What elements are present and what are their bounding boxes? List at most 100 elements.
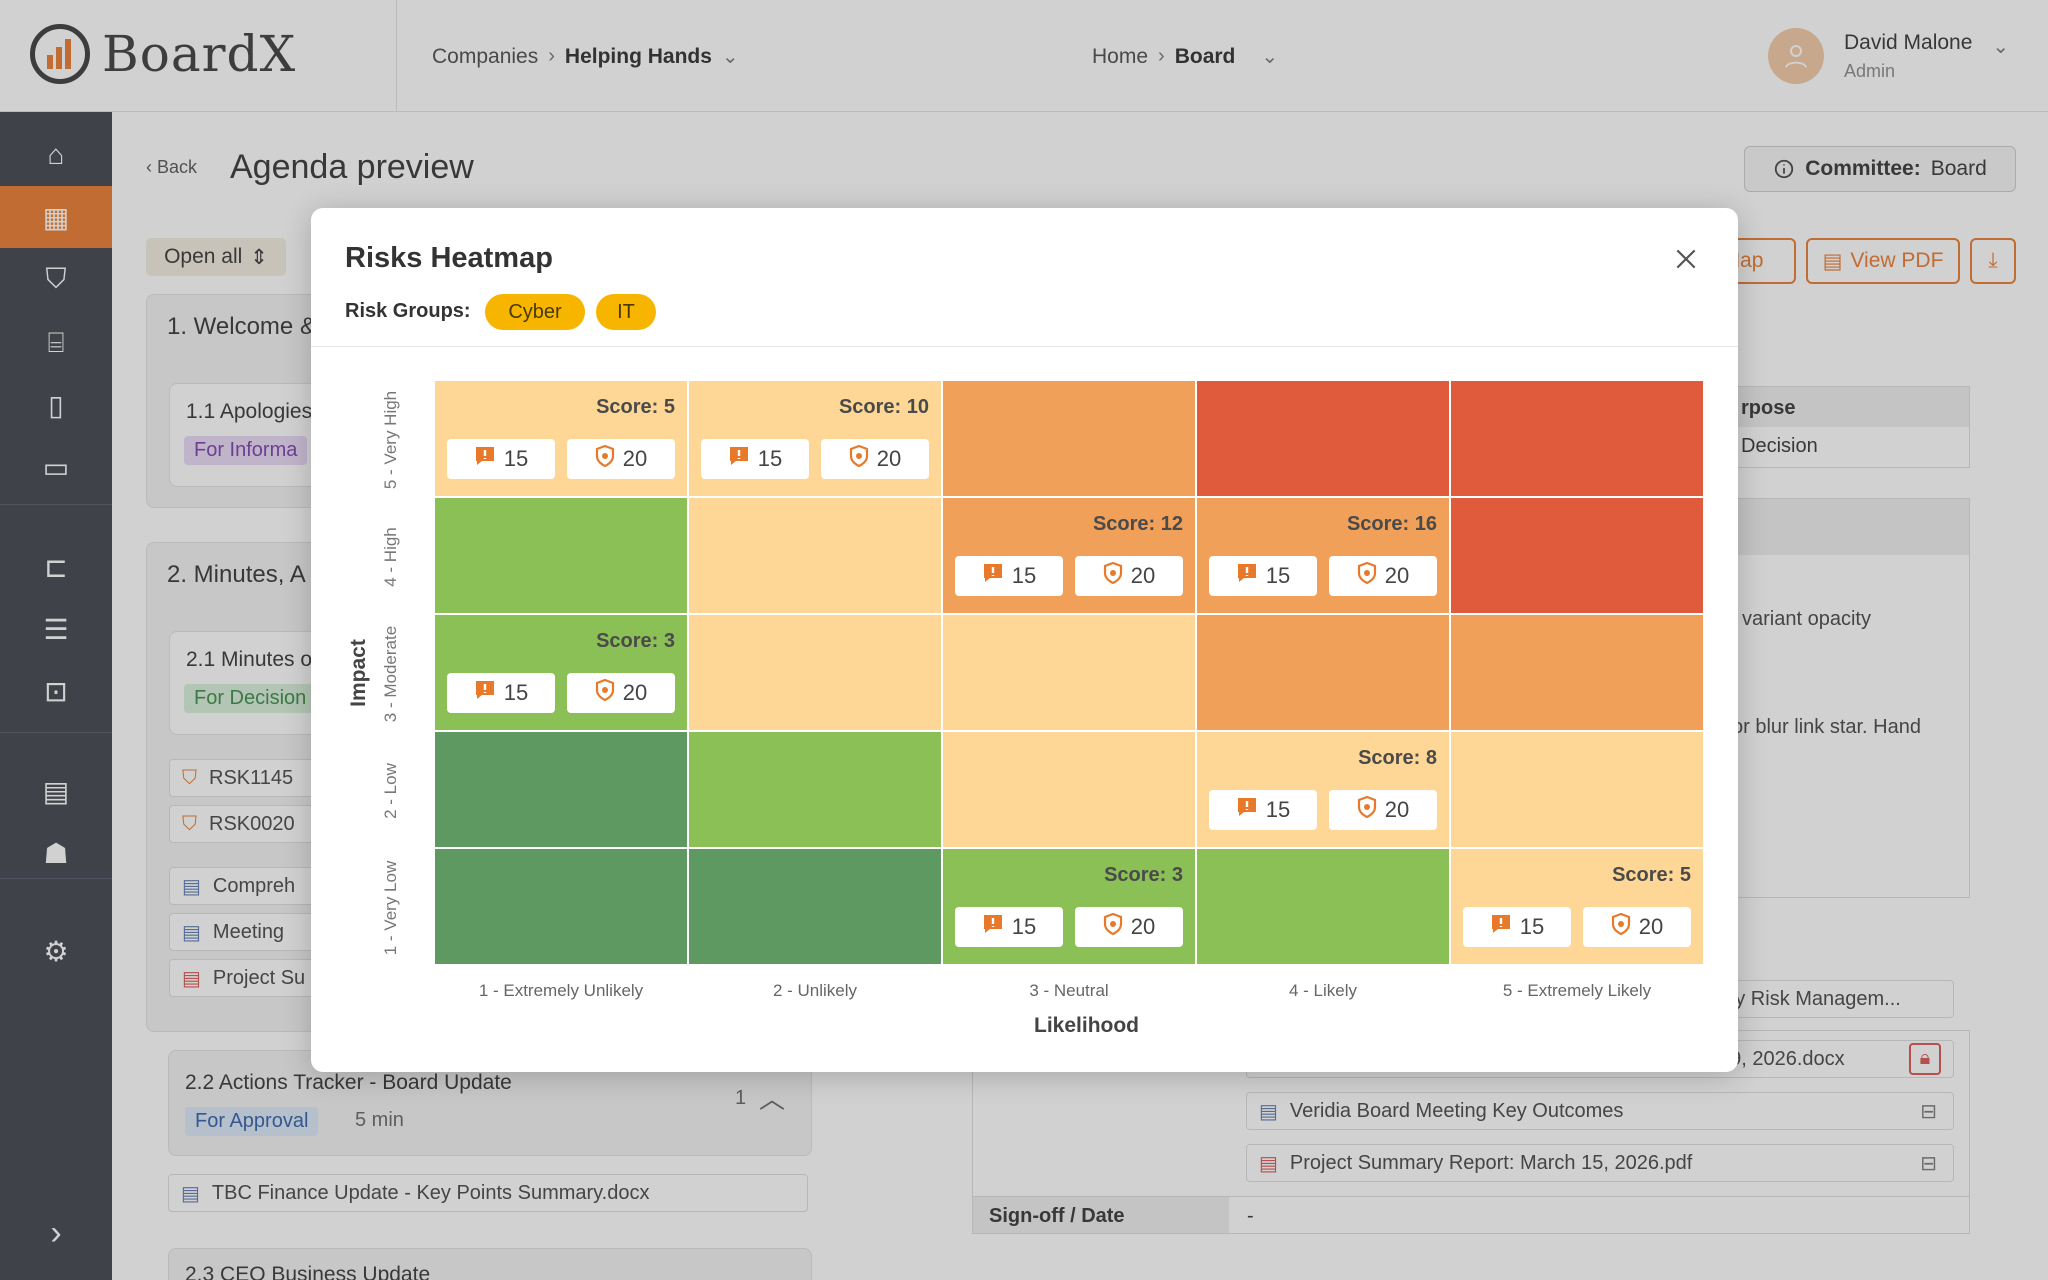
risk-count-pill[interactable]: 15 (955, 556, 1063, 596)
alert-icon (982, 913, 1004, 941)
heatmap-cell[interactable] (689, 732, 941, 847)
download-icon: ⤓ (1988, 249, 1998, 272)
heatmap-cell[interactable] (1451, 732, 1703, 847)
heatmap-cell[interactable] (1197, 381, 1449, 496)
heatmap-cell[interactable]: Score: 16 15 20 (1197, 498, 1449, 613)
heatmap-cell[interactable] (435, 849, 687, 964)
pdf-icon: ▤ (1259, 1152, 1278, 1175)
chevron-down-icon[interactable]: ⌄ (721, 46, 739, 68)
sidebar-item-id-card[interactable]: ▤ (0, 760, 112, 822)
breadcrumb-company[interactable]: Helping Hands (564, 44, 712, 68)
heatmap-cell[interactable]: Score: 3 15 20 (943, 849, 1195, 964)
risk-count: 15 (1265, 797, 1291, 822)
sidebar-item-list[interactable]: ☰ (0, 598, 112, 660)
heatmap-cell[interactable] (689, 615, 941, 730)
document-row[interactable]: ogy Risk Managem... (1700, 980, 1954, 1018)
breadcrumb-board[interactable]: Board (1174, 44, 1236, 68)
control-count-pill[interactable]: 20 (567, 439, 675, 479)
x-tick-label: 5 - Extremely Likely (1502, 981, 1652, 1000)
heatmap-cell[interactable] (943, 615, 1195, 730)
lock-icon[interactable]: 🔒︎ (1909, 1043, 1941, 1075)
heatmap-cell[interactable] (1451, 381, 1703, 496)
divider (311, 346, 1738, 347)
document-row[interactable]: ▤ Project Summary Report: March 15, 2026… (1246, 1144, 1954, 1182)
x-tick-label: 3 - Neutral (1029, 981, 1109, 1000)
sidebar-item-dashboard[interactable]: ▦ (0, 186, 112, 248)
heatmap-cell[interactable]: Score: 3 15 20 (435, 615, 687, 730)
heatmap-cell[interactable]: Score: 5 15 20 (435, 381, 687, 496)
risk-count-pill[interactable]: 15 (447, 439, 555, 479)
unlock-icon[interactable]: ⊟ (1920, 1152, 1937, 1175)
heatmap-cell[interactable] (689, 498, 941, 613)
chevron-up-icon[interactable]: ︿ (759, 1084, 786, 1114)
download-button[interactable]: ⤓ (1970, 238, 2016, 284)
heatmap-cell[interactable]: Score: 10 15 20 (689, 381, 941, 496)
heatmap-cell[interactable] (1451, 615, 1703, 730)
control-count-pill[interactable]: 20 (567, 673, 675, 713)
control-count: 20 (1130, 563, 1156, 588)
sidebar-item-folder[interactable]: ▭ (0, 436, 112, 498)
sidebar-item-bookmark[interactable]: ⊡ (0, 660, 112, 722)
heatmap-cell[interactable] (435, 732, 687, 847)
close-button[interactable] (1671, 244, 1701, 274)
user-role: Admin (1844, 60, 1896, 81)
sidebar-item-settings[interactable]: ⚙ (0, 920, 112, 982)
committee-value: Board (1930, 157, 1987, 180)
heatmap-cell[interactable] (1197, 615, 1449, 730)
sidebar-item-users[interactable]: ☗ (0, 822, 112, 884)
risk-group-chip[interactable]: IT (596, 294, 656, 330)
heatmap-cell[interactable] (943, 381, 1195, 496)
risk-count: 15 (1011, 914, 1037, 939)
agenda-item[interactable]: 2.3 CEO Business Update (168, 1248, 812, 1280)
sidebar-item-inbox[interactable]: ⌸ (0, 312, 112, 374)
heatmap-cell[interactable] (1197, 849, 1449, 964)
control-count: 20 (622, 680, 648, 705)
heatmap-cell[interactable]: Score: 12 15 20 (943, 498, 1195, 613)
risk-group-chip[interactable]: Cyber (485, 294, 585, 330)
control-count-pill[interactable]: 20 (821, 439, 929, 479)
alert-icon (1236, 796, 1258, 824)
unlock-icon[interactable]: ⊟ (1920, 1100, 1937, 1123)
chevron-down-icon[interactable]: ⌄ (1992, 35, 2010, 58)
heatmap-cell[interactable] (943, 732, 1195, 847)
control-count-pill[interactable]: 20 (1075, 556, 1183, 596)
sidebar-item-expand[interactable]: › (0, 1202, 112, 1264)
sidebar-item-book[interactable]: ▯ (0, 374, 112, 436)
avatar[interactable] (1768, 28, 1824, 84)
shield-icon (1357, 795, 1377, 824)
control-count-pill[interactable]: 20 (1075, 907, 1183, 947)
file-icon: ▤ (1822, 249, 1843, 273)
sidebar-item-home[interactable]: ⌂ (0, 124, 112, 186)
risk-count-pill[interactable]: 15 (955, 907, 1063, 947)
alert-icon (1490, 913, 1512, 941)
risk-count-pill[interactable]: 15 (1209, 556, 1317, 596)
document-row[interactable]: ▤ TBC Finance Update - Key Points Summary… (168, 1174, 808, 1212)
heatmap-cell[interactable] (689, 849, 941, 964)
user-menu[interactable]: David Malone Admin ⌄ (1768, 28, 2009, 84)
risk-count-pill[interactable]: 15 (1209, 790, 1317, 830)
risk-count-pill[interactable]: 15 (1463, 907, 1571, 947)
sidebar-item-shield-gear[interactable]: ⛉ (0, 248, 112, 310)
detail-text: or blur link star. Hand (1732, 716, 1921, 738)
risk-count-pill[interactable]: 15 (447, 673, 555, 713)
control-count-pill[interactable]: 20 (1329, 790, 1437, 830)
breadcrumb-companies[interactable]: Companies (432, 44, 539, 68)
heatmap-cell[interactable] (1451, 498, 1703, 613)
control-count-pill[interactable]: 20 (1583, 907, 1691, 947)
heatmap-cell[interactable] (435, 498, 687, 613)
purpose-header: rpose (1701, 387, 1969, 427)
control-count-pill[interactable]: 20 (1329, 556, 1437, 596)
sidebar-item-folder-open[interactable]: ⊏ (0, 536, 112, 598)
signoff-row: Sign-off / Date - (972, 1196, 1970, 1234)
open-all-button[interactable]: Open all ⇕ (146, 238, 286, 276)
view-pdf-button[interactable]: ▤ View PDF (1806, 238, 1960, 284)
status-badge: For Approval (185, 1107, 319, 1136)
document-row[interactable]: ▤ Veridia Board Meeting Key Outcomes ⊟ (1246, 1092, 1954, 1130)
chevron-down-icon[interactable]: ⌄ (1261, 46, 1279, 68)
app-logo[interactable]: BoardX (30, 24, 296, 84)
breadcrumb-home[interactable]: Home (1092, 44, 1149, 68)
heatmap-cell[interactable]: Score: 5 15 20 (1451, 849, 1703, 964)
back-link[interactable]: ‹ Back (146, 157, 198, 177)
risk-count-pill[interactable]: 15 (701, 439, 809, 479)
heatmap-cell[interactable]: Score: 8 15 20 (1197, 732, 1449, 847)
